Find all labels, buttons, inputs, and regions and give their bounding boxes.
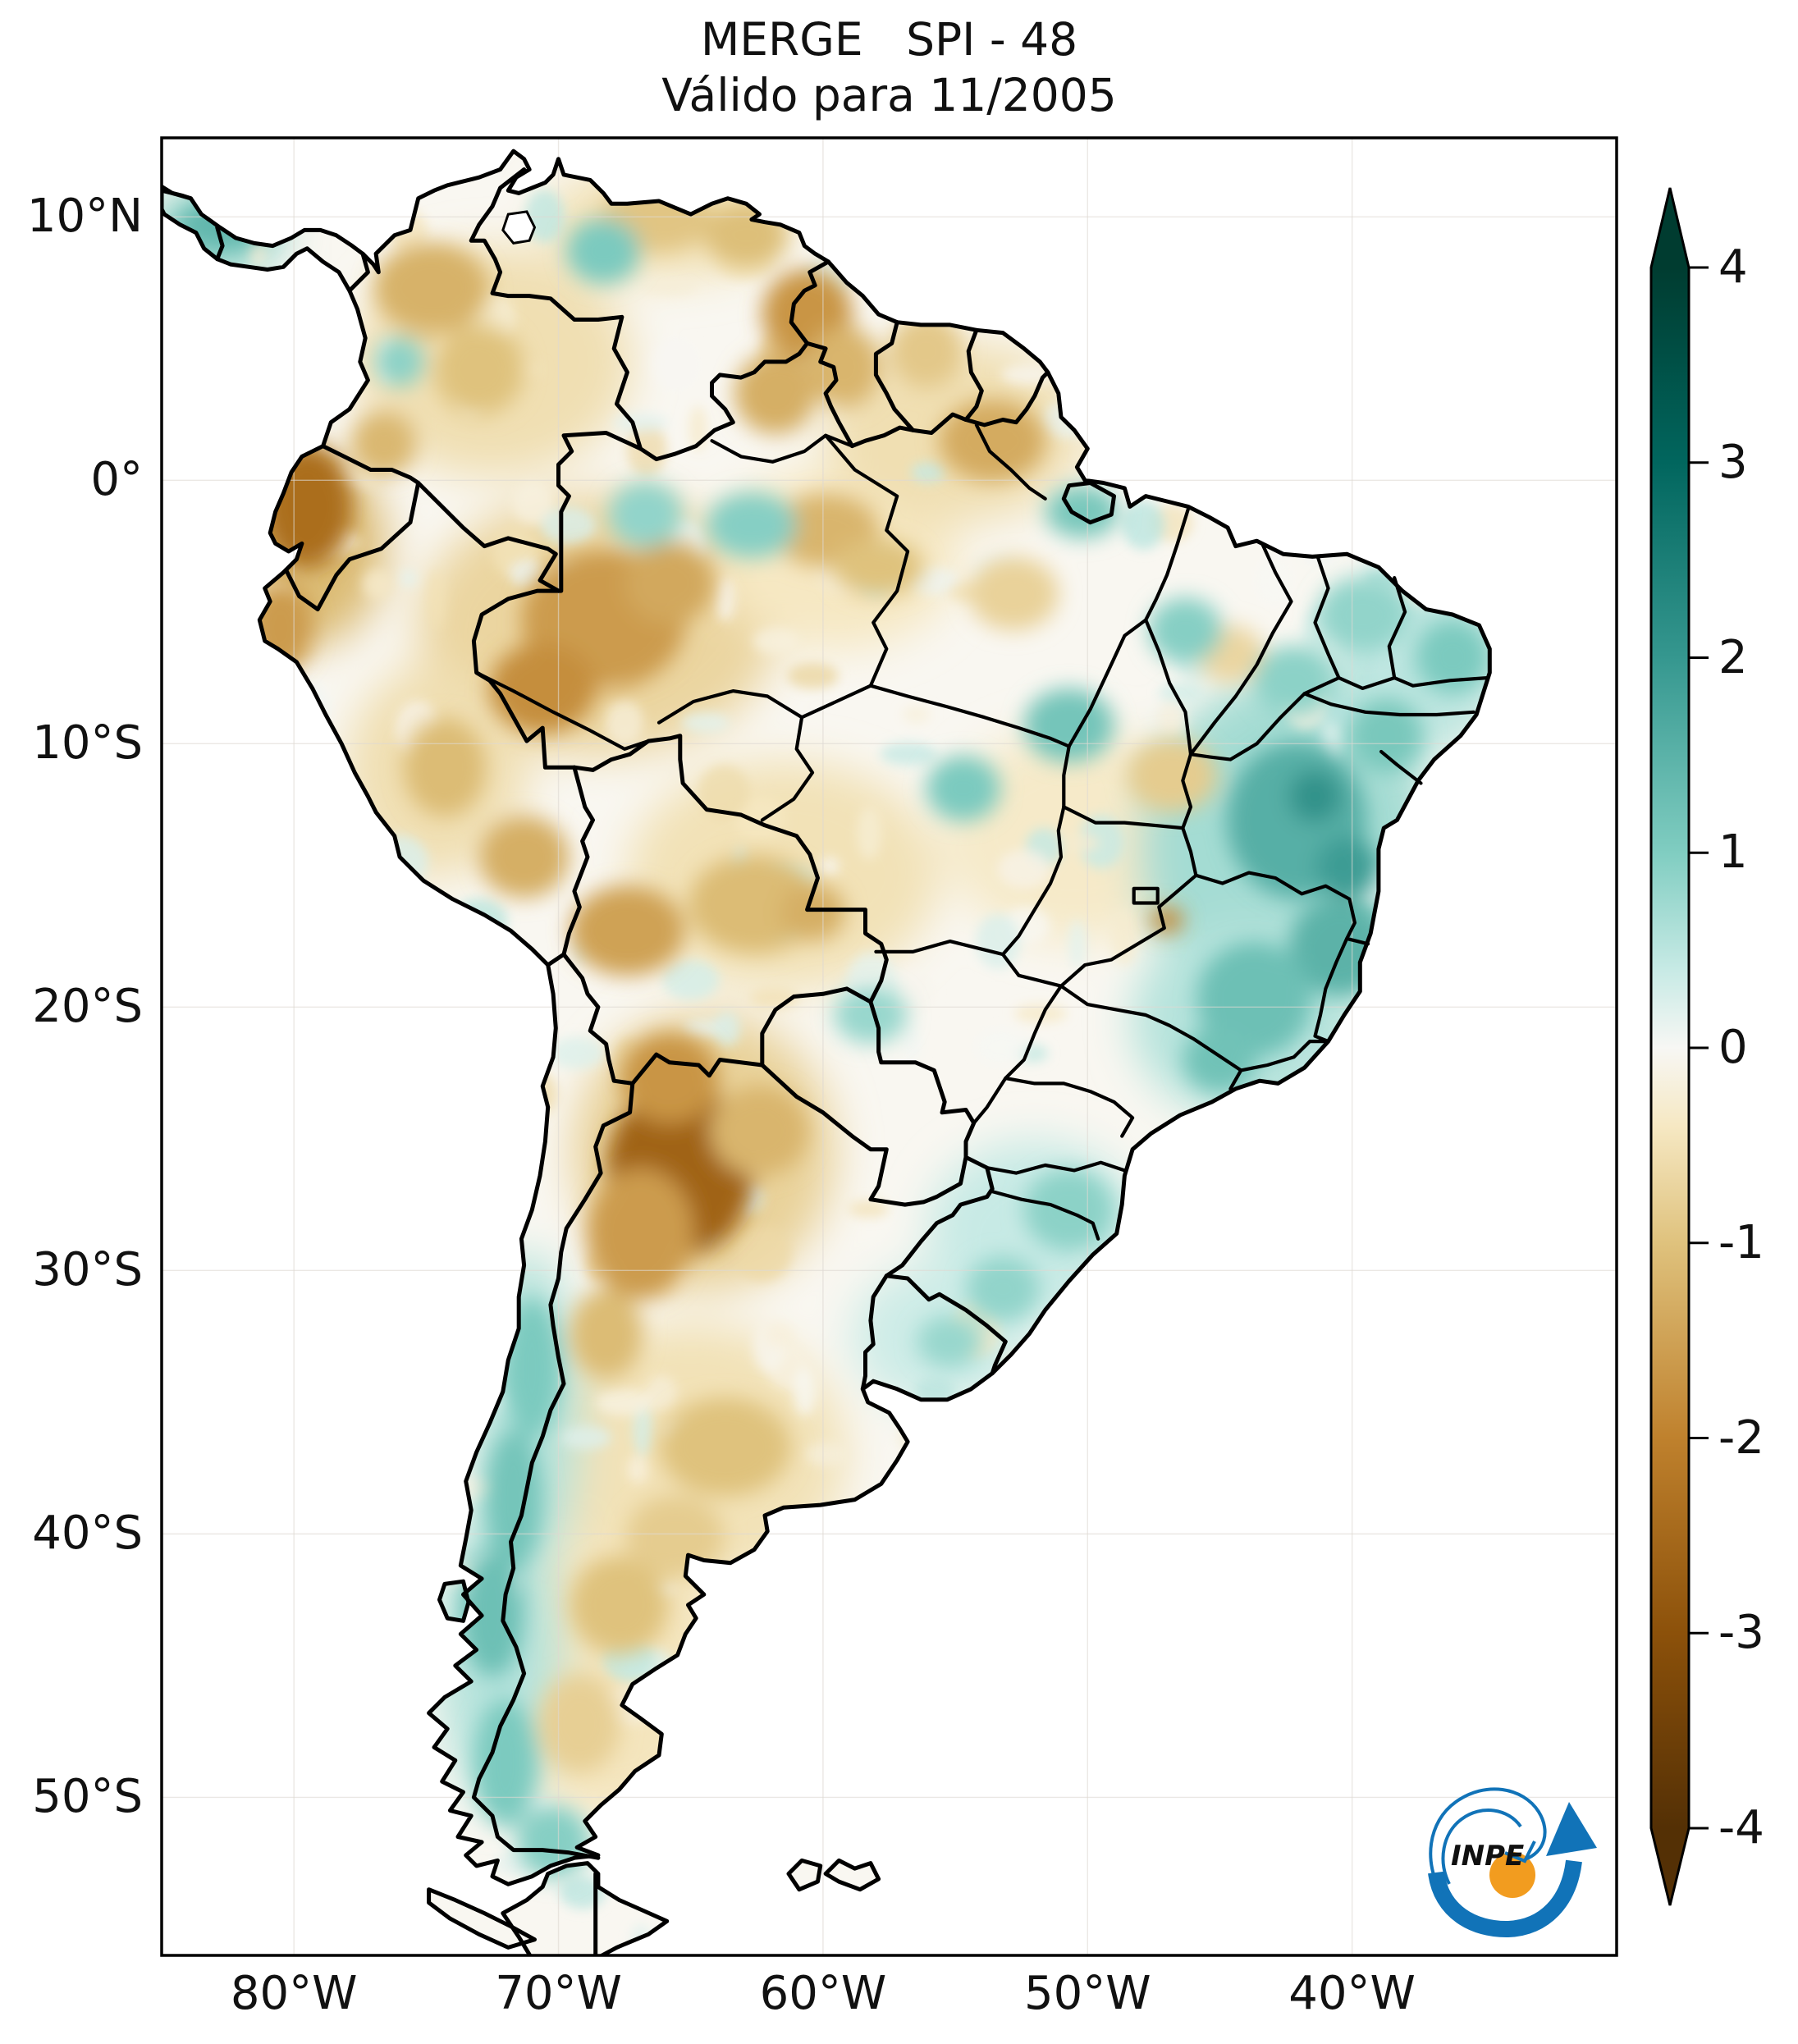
y-axis-tick-label: 0° — [90, 453, 143, 507]
colorbar-tick-label: 1 — [1718, 825, 1748, 880]
x-axis-tick-label: 60°W — [759, 1967, 887, 2020]
colorbar-tick-label: -4 — [1718, 1801, 1764, 1854]
y-axis-tick-label: 10°S — [32, 716, 143, 771]
colorbar-tick-label: 2 — [1718, 630, 1748, 684]
colorbar-tick-label: 0 — [1718, 1021, 1748, 1074]
inpe-logo-spiral-arrow — [1504, 1841, 1536, 1863]
inpe-logo-text: INPE — [1451, 1840, 1524, 1873]
colorbar-arrow-bottom — [1651, 1828, 1689, 1905]
y-axis-tick-label: 20°S — [32, 980, 143, 1034]
colorbar-arrow-top — [1651, 188, 1689, 268]
plot-title-line1: MERGE SPI - 48 — [700, 13, 1078, 66]
y-axis-tick-label: 40°S — [32, 1507, 143, 1561]
colorbar-tick-label: 3 — [1718, 435, 1748, 489]
x-axis-tick-label: 40°W — [1288, 1967, 1416, 2020]
colorbar-tick-label: -2 — [1718, 1411, 1764, 1465]
y-axis-tick-label: 10°N — [26, 190, 143, 244]
colorbar-tick-label: 4 — [1718, 240, 1748, 294]
inpe-logo-orange-ball — [1489, 1852, 1535, 1898]
x-axis-tick-label: 70°W — [495, 1967, 622, 2020]
inpe-logo-spiral-inner — [1441, 1809, 1522, 1885]
map-frame — [160, 136, 1618, 1957]
x-axis-tick-label: 50°W — [1023, 1967, 1151, 2020]
plot-title-line2: Válido para 11/2005 — [661, 69, 1117, 121]
inpe-logo-arrowhead — [1546, 1802, 1597, 1856]
y-axis-tick-label: 30°S — [32, 1243, 143, 1297]
y-axis-tick-label: 50°S — [32, 1770, 143, 1824]
colorbar — [1649, 187, 1709, 1906]
lake-maracaibo — [501, 210, 537, 245]
graticule — [162, 138, 1617, 1955]
coastline — [162, 149, 1492, 1955]
colorbar-tick-label: -3 — [1718, 1606, 1764, 1660]
inpe-logo-swoosh — [1428, 1859, 1582, 1938]
inpe-logo-spiral-outer — [1429, 1787, 1547, 1895]
colorbar-tick-label: -1 — [1718, 1215, 1764, 1269]
x-axis-tick-label: 80°W — [230, 1967, 358, 2020]
state-borders — [474, 423, 1489, 1241]
